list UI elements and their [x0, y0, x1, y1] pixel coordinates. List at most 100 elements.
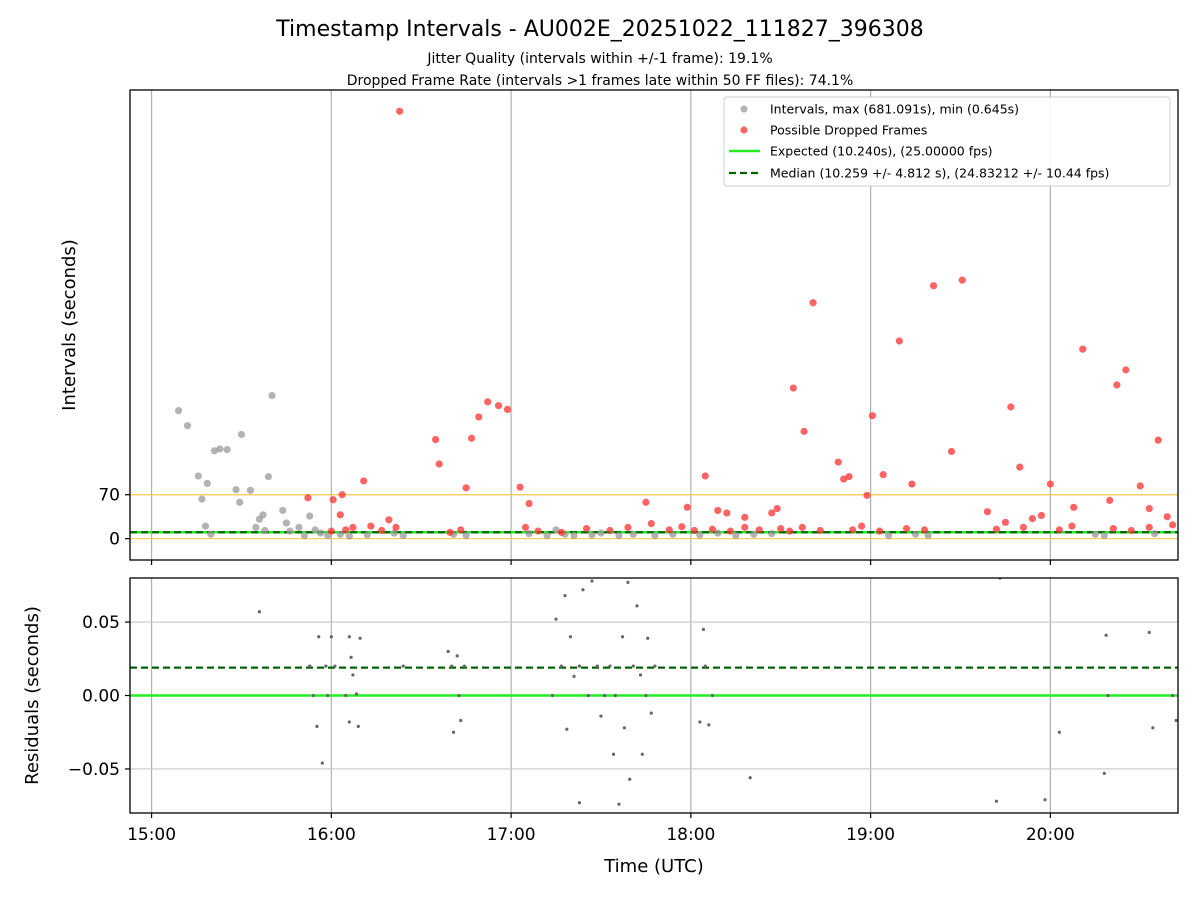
residual-point	[638, 673, 643, 677]
dropped-frame-point	[431, 435, 440, 444]
dropped-frame-point	[1136, 482, 1144, 490]
interval-point	[259, 511, 267, 519]
interval-point	[282, 519, 290, 527]
interval-point	[300, 531, 308, 540]
legend-entry: Possible Dropped Frames	[770, 123, 927, 138]
dropped-frame-point	[1109, 525, 1117, 533]
dropped-frame-point	[755, 526, 763, 534]
dropped-frame-point	[606, 526, 614, 535]
dropped-frame-point	[768, 509, 776, 517]
dropped-frame-point	[714, 506, 722, 515]
interval-point	[345, 532, 353, 540]
residual-point	[326, 693, 330, 698]
residual-point	[351, 673, 355, 677]
dropped-frame-point	[741, 523, 749, 531]
interval-point	[597, 529, 605, 537]
plot-frame	[129, 89, 1179, 561]
dropped-frame-point	[338, 491, 346, 499]
dropped-frame-point	[1016, 463, 1024, 471]
dropped-frame-point	[958, 276, 966, 284]
dropped-frame-point	[392, 523, 400, 531]
interval-point	[183, 422, 192, 430]
residual-point	[457, 693, 461, 698]
residual-point	[613, 693, 617, 698]
residual-point	[611, 752, 616, 756]
residual-point	[1104, 633, 1108, 637]
residual-point	[329, 635, 333, 639]
residual-point	[620, 635, 625, 639]
interval-point	[264, 472, 273, 481]
dropped-frame-point	[642, 498, 650, 506]
interval-point	[570, 531, 578, 540]
dropped-frame-point	[868, 412, 877, 420]
dropped-frame-point	[446, 528, 454, 536]
x-tick-label: 16:00	[307, 825, 356, 845]
dropped-frame-point	[992, 525, 1001, 533]
dropped-frame-point	[1145, 504, 1153, 513]
residuals-plot: 15:00 16:00 17:00 18:00 19:00 20:00 0.05 0.00 −0…	[22, 577, 1179, 845]
jitter-quality-subtitle: Jitter Quality (intervals within +/-1 fr…	[426, 51, 772, 67]
residual-point	[635, 604, 639, 608]
residual-point	[577, 801, 581, 805]
x-tick-label: 19:00	[846, 825, 895, 845]
residual-point	[446, 649, 450, 654]
dropped-frame-point	[467, 434, 476, 442]
data-area	[130, 578, 1178, 806]
x-tick-label: 18:00	[666, 825, 715, 845]
residual-point	[626, 580, 630, 585]
dropped-frame-point	[647, 520, 655, 528]
residual-point	[649, 711, 653, 715]
residual-point	[1147, 630, 1151, 634]
residual-point	[344, 693, 348, 698]
interval-point	[336, 530, 344, 538]
dropped-frame-point	[475, 413, 483, 421]
interval-point	[203, 479, 211, 488]
residual-point	[653, 664, 657, 668]
residual-point	[698, 720, 702, 724]
dropped-frame-point	[786, 527, 794, 535]
residual-point	[1171, 693, 1175, 698]
residual-point	[324, 664, 328, 668]
legend: Intervals, max (681.091s), min (0.645s) P…	[723, 96, 1171, 187]
residual-point	[644, 693, 648, 698]
residual-point	[451, 730, 456, 734]
residual-point	[617, 802, 621, 806]
interval-point	[216, 445, 224, 453]
interval-point	[252, 523, 260, 531]
interval-point	[768, 530, 776, 538]
dropped-frame-point	[396, 107, 404, 115]
dropped-frame-point	[983, 508, 992, 516]
residual-point	[1102, 771, 1106, 775]
residual-point	[354, 692, 359, 696]
dropped-frame-point	[534, 527, 542, 535]
dropped-frame-point	[908, 480, 916, 488]
residual-point	[568, 635, 573, 639]
residual-point	[631, 664, 635, 668]
dropped-frame-point	[1154, 436, 1162, 444]
interval-point	[261, 526, 269, 535]
interval-point	[732, 531, 740, 540]
interval-point	[306, 512, 314, 520]
residual-point	[308, 664, 312, 668]
dropped-frame-point	[1106, 496, 1114, 504]
residual-point	[710, 693, 715, 698]
residual-point	[577, 664, 581, 668]
residual-point	[622, 726, 626, 730]
dropped-frame-point	[741, 513, 749, 521]
interval-point	[286, 527, 294, 535]
dropped-frame-point	[840, 475, 848, 483]
residual-point	[1106, 693, 1110, 698]
dropped-frame-point	[879, 471, 887, 479]
residual-point	[356, 724, 360, 728]
interval-point	[911, 530, 920, 538]
residual-point	[701, 627, 706, 632]
dropped-frame-point	[920, 526, 929, 534]
interval-point	[232, 486, 240, 494]
dropped-frame-point	[1079, 345, 1087, 353]
dropped-frame-point	[304, 494, 312, 502]
dropped-frame-point	[816, 526, 824, 535]
x-axis-label: Time (UTC)	[603, 856, 704, 877]
residual-point	[994, 799, 999, 803]
residual-point	[317, 635, 321, 639]
